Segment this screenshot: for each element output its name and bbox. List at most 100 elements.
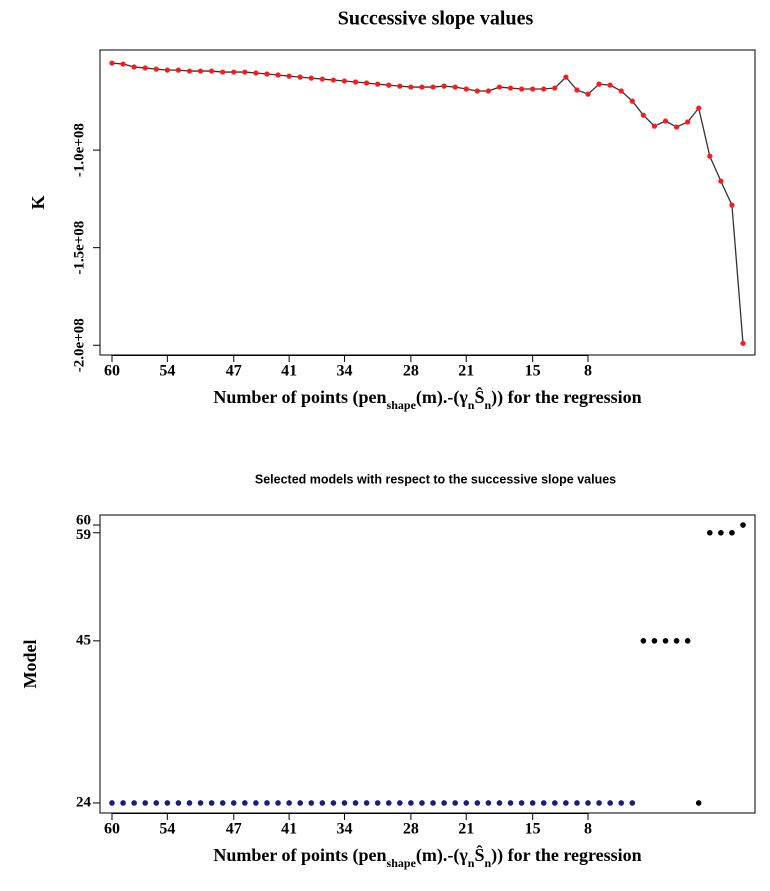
x-axis-label-subscript: n bbox=[484, 856, 491, 870]
point bbox=[352, 800, 359, 806]
point bbox=[640, 638, 647, 644]
y-axis-label: Model bbox=[20, 640, 40, 689]
point bbox=[120, 800, 126, 806]
point bbox=[707, 153, 713, 159]
x-axis-label-subscript: n bbox=[468, 398, 475, 412]
point bbox=[330, 77, 337, 83]
point bbox=[341, 800, 348, 806]
point bbox=[352, 79, 359, 85]
point bbox=[319, 76, 325, 82]
point bbox=[286, 73, 292, 79]
point bbox=[651, 123, 658, 129]
x-axis-label-subscript: shape bbox=[387, 856, 417, 870]
x-tick-label: 47 bbox=[226, 821, 242, 838]
point bbox=[696, 105, 702, 111]
point bbox=[529, 800, 536, 806]
point bbox=[596, 81, 602, 87]
point bbox=[197, 68, 204, 74]
point bbox=[530, 86, 536, 92]
point bbox=[496, 800, 503, 806]
point bbox=[397, 800, 403, 806]
point bbox=[463, 800, 470, 806]
point bbox=[164, 67, 170, 73]
point bbox=[386, 82, 392, 88]
y-tick-label: -1.0e+08 bbox=[71, 123, 87, 177]
point bbox=[197, 800, 204, 806]
point bbox=[175, 67, 182, 73]
point bbox=[164, 800, 171, 806]
x-axis-label-part: )) for the regression bbox=[491, 845, 641, 866]
point bbox=[374, 800, 381, 806]
point bbox=[441, 800, 447, 806]
x-tick-label: 60 bbox=[104, 363, 120, 380]
point bbox=[474, 88, 480, 94]
point bbox=[552, 85, 558, 91]
x-axis-label-part: )) for the regression bbox=[491, 387, 641, 408]
point bbox=[485, 88, 491, 94]
point bbox=[662, 118, 669, 124]
point bbox=[518, 800, 525, 806]
point bbox=[230, 800, 237, 806]
point bbox=[220, 69, 226, 75]
point bbox=[209, 68, 215, 74]
point bbox=[330, 800, 337, 806]
point bbox=[408, 84, 414, 90]
point bbox=[375, 81, 381, 87]
y-tick-label: -2.0e+08 bbox=[71, 318, 87, 372]
x-tick-label: 47 bbox=[226, 363, 242, 380]
point bbox=[419, 84, 425, 90]
point bbox=[662, 638, 669, 644]
x-axis-label-subscript: n bbox=[484, 398, 491, 412]
point bbox=[253, 800, 259, 806]
point bbox=[430, 800, 436, 806]
point bbox=[541, 86, 547, 92]
x-axis-label: Number of points (penshape(m).-(γnŜn)) … bbox=[213, 386, 641, 412]
point bbox=[219, 800, 226, 806]
y-tick-label: -1.5e+08 bbox=[71, 221, 87, 275]
point bbox=[153, 66, 159, 72]
y-axis-label: K bbox=[28, 195, 48, 209]
point bbox=[242, 69, 248, 75]
point bbox=[109, 800, 115, 806]
x-axis-label-subscript: shape bbox=[387, 398, 417, 412]
point bbox=[651, 638, 658, 644]
x-tick-label: 28 bbox=[403, 821, 419, 838]
plot-frame bbox=[99, 514, 756, 814]
point bbox=[585, 91, 591, 97]
point bbox=[430, 84, 436, 90]
point bbox=[153, 800, 160, 806]
x-tick-label: 21 bbox=[458, 821, 474, 838]
point bbox=[574, 800, 580, 806]
x-axis-label-part: Number of points (pen bbox=[213, 845, 386, 866]
x-tick-label: 8 bbox=[584, 363, 592, 380]
point bbox=[142, 65, 148, 71]
point bbox=[186, 68, 193, 74]
point bbox=[496, 84, 503, 90]
x-axis-label-subscript: n bbox=[468, 856, 475, 870]
point bbox=[297, 74, 303, 80]
x-axis-label-part: Ŝ bbox=[474, 386, 484, 407]
y-tick-label: 59 bbox=[76, 527, 91, 543]
point bbox=[607, 82, 613, 88]
point bbox=[175, 800, 182, 806]
x-tick-label: 15 bbox=[525, 821, 541, 838]
point bbox=[706, 529, 713, 536]
point bbox=[208, 800, 215, 806]
point bbox=[275, 800, 281, 806]
point bbox=[485, 800, 492, 806]
point bbox=[242, 800, 248, 806]
point bbox=[684, 638, 691, 644]
point bbox=[408, 800, 414, 806]
x-tick-label: 8 bbox=[584, 821, 592, 838]
point bbox=[607, 800, 613, 806]
point bbox=[518, 86, 525, 92]
point bbox=[308, 75, 314, 81]
point bbox=[452, 800, 458, 806]
point bbox=[319, 800, 326, 806]
point bbox=[109, 60, 115, 66]
point bbox=[629, 98, 635, 104]
point bbox=[596, 800, 602, 806]
point bbox=[364, 80, 370, 86]
point bbox=[385, 800, 392, 806]
